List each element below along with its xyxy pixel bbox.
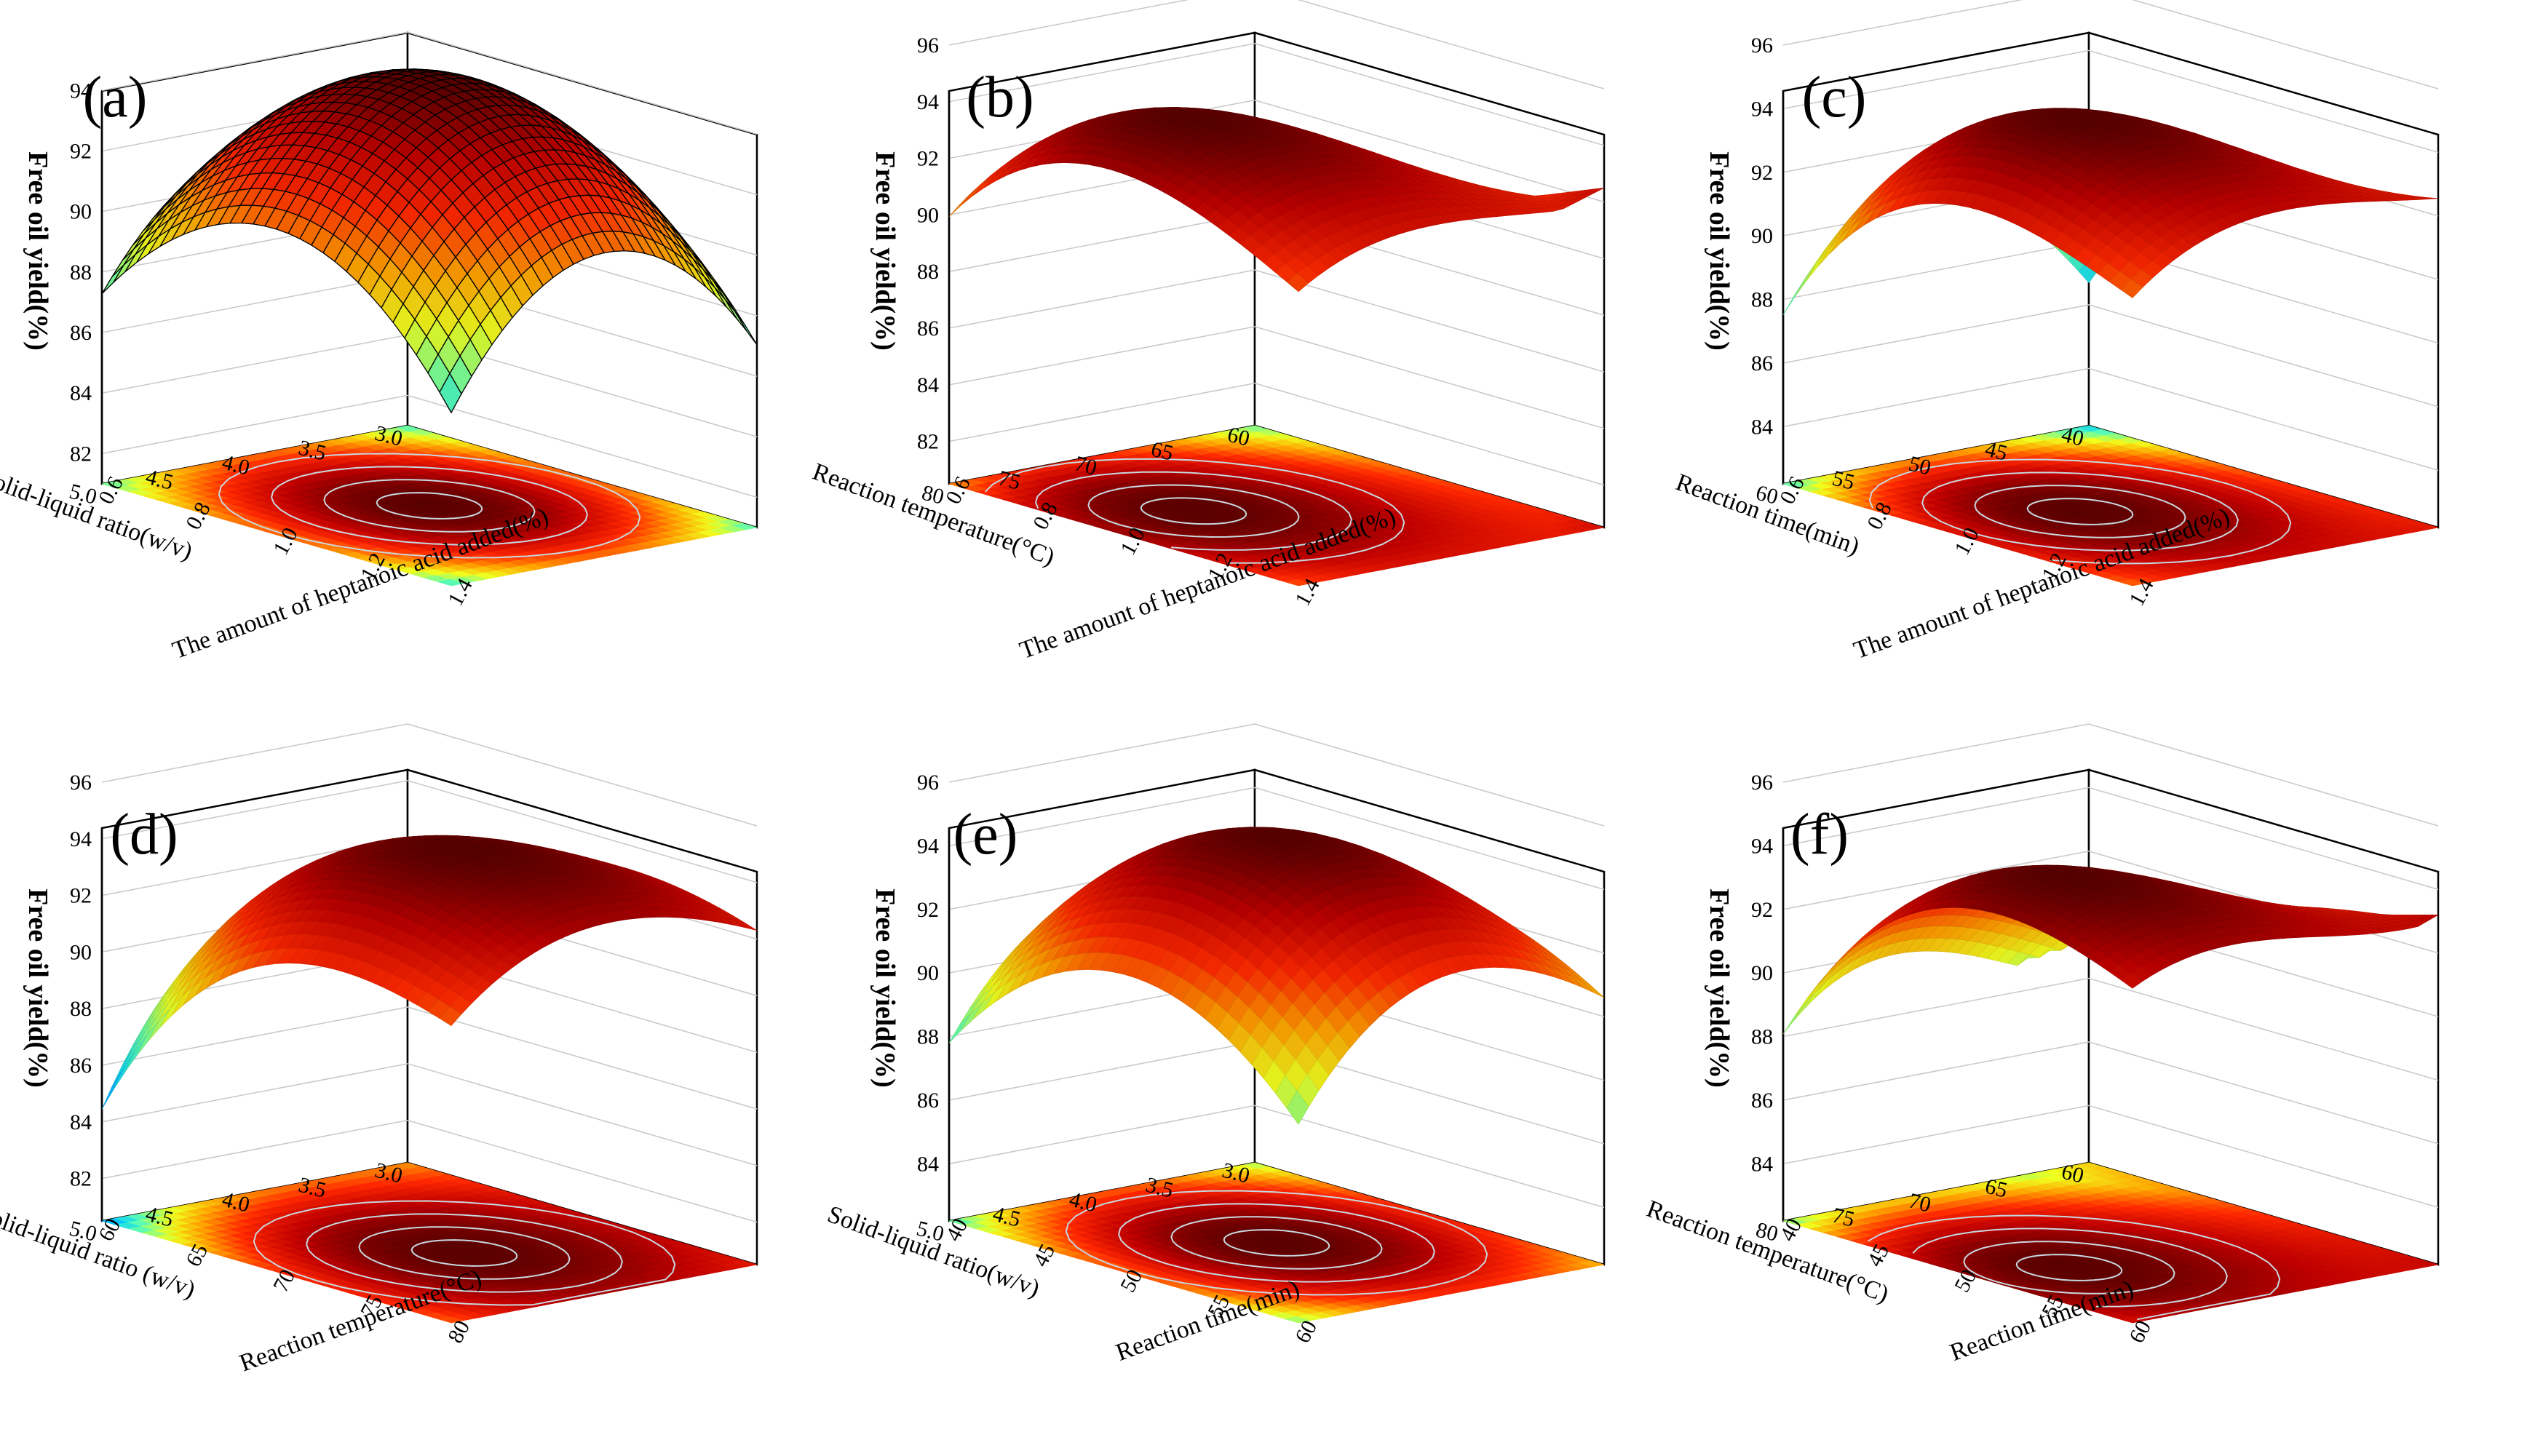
panel-label: (c) bbox=[1802, 65, 1867, 130]
z-tick-label: 90 bbox=[917, 203, 939, 227]
z-tick-label: 88 bbox=[1751, 288, 1773, 312]
z-grid-line bbox=[101, 31, 758, 135]
z-tick-label: 94 bbox=[917, 90, 939, 114]
z-tick-label: 92 bbox=[917, 147, 939, 171]
chart-panel-c: 8486889092949640455055600.60.81.01.21.4(… bbox=[1673, 0, 2440, 664]
z-tick-label: 84 bbox=[70, 1110, 92, 1134]
z-tick-label: 84 bbox=[70, 381, 92, 405]
panel-label: (b) bbox=[966, 65, 1034, 130]
z-tick-label: 86 bbox=[917, 317, 939, 341]
floor-contour-cell bbox=[437, 579, 464, 586]
response-surface bbox=[101, 68, 758, 414]
z-tick-label: 92 bbox=[1751, 161, 1773, 185]
z-tick-label: 86 bbox=[1751, 351, 1773, 375]
z-tick-label: 82 bbox=[70, 442, 92, 466]
z-tick-label: 86 bbox=[70, 1054, 92, 1078]
z-tick-label: 94 bbox=[70, 827, 92, 851]
z-tick-label: 96 bbox=[1751, 33, 1773, 57]
z-tick-label: 96 bbox=[917, 33, 939, 57]
floor-contour-line bbox=[323, 479, 536, 533]
floor-contour-line bbox=[218, 453, 641, 559]
z-tick-label: 92 bbox=[70, 140, 92, 164]
chart-panel-a: 828486889092943.03.54.04.55.00.60.81.01.… bbox=[0, 31, 758, 664]
z-tick-label: 88 bbox=[70, 260, 92, 285]
floor-contour-line bbox=[376, 492, 483, 520]
chart-panel-b: 828486889092949660657075800.60.81.01.21.… bbox=[809, 0, 1606, 664]
z-tick-label: 90 bbox=[70, 200, 92, 224]
z-tick-label: 88 bbox=[70, 997, 92, 1021]
panel-label: (a) bbox=[83, 65, 148, 130]
chart-panel-d: 82848688909294963.03.54.04.55.0606570758… bbox=[0, 723, 758, 1377]
z-tick-label: 88 bbox=[917, 260, 939, 284]
z-axis-label: Free oil yield(%) bbox=[1704, 151, 1734, 351]
z-axis-label: Free oil yield(%) bbox=[870, 151, 900, 351]
z-tick-label: 94 bbox=[1751, 97, 1773, 121]
z-tick-label: 84 bbox=[1751, 415, 1773, 439]
z-tick-label: 86 bbox=[70, 321, 92, 345]
z-tick-label: 96 bbox=[70, 771, 92, 795]
z-tick-label: 82 bbox=[70, 1167, 92, 1191]
z-tick-label: 92 bbox=[70, 884, 92, 908]
z-tick-label: 82 bbox=[917, 430, 939, 454]
z-tick-label: 84 bbox=[917, 373, 939, 397]
z-tick-label: 94 bbox=[70, 79, 92, 103]
floor-contour-line bbox=[271, 466, 588, 546]
z-axis-label: Free oil yield(%) bbox=[23, 151, 53, 351]
z-tick-label: 90 bbox=[1751, 224, 1773, 248]
z-grid-line bbox=[101, 394, 758, 498]
z-tick-label: 90 bbox=[70, 940, 92, 964]
